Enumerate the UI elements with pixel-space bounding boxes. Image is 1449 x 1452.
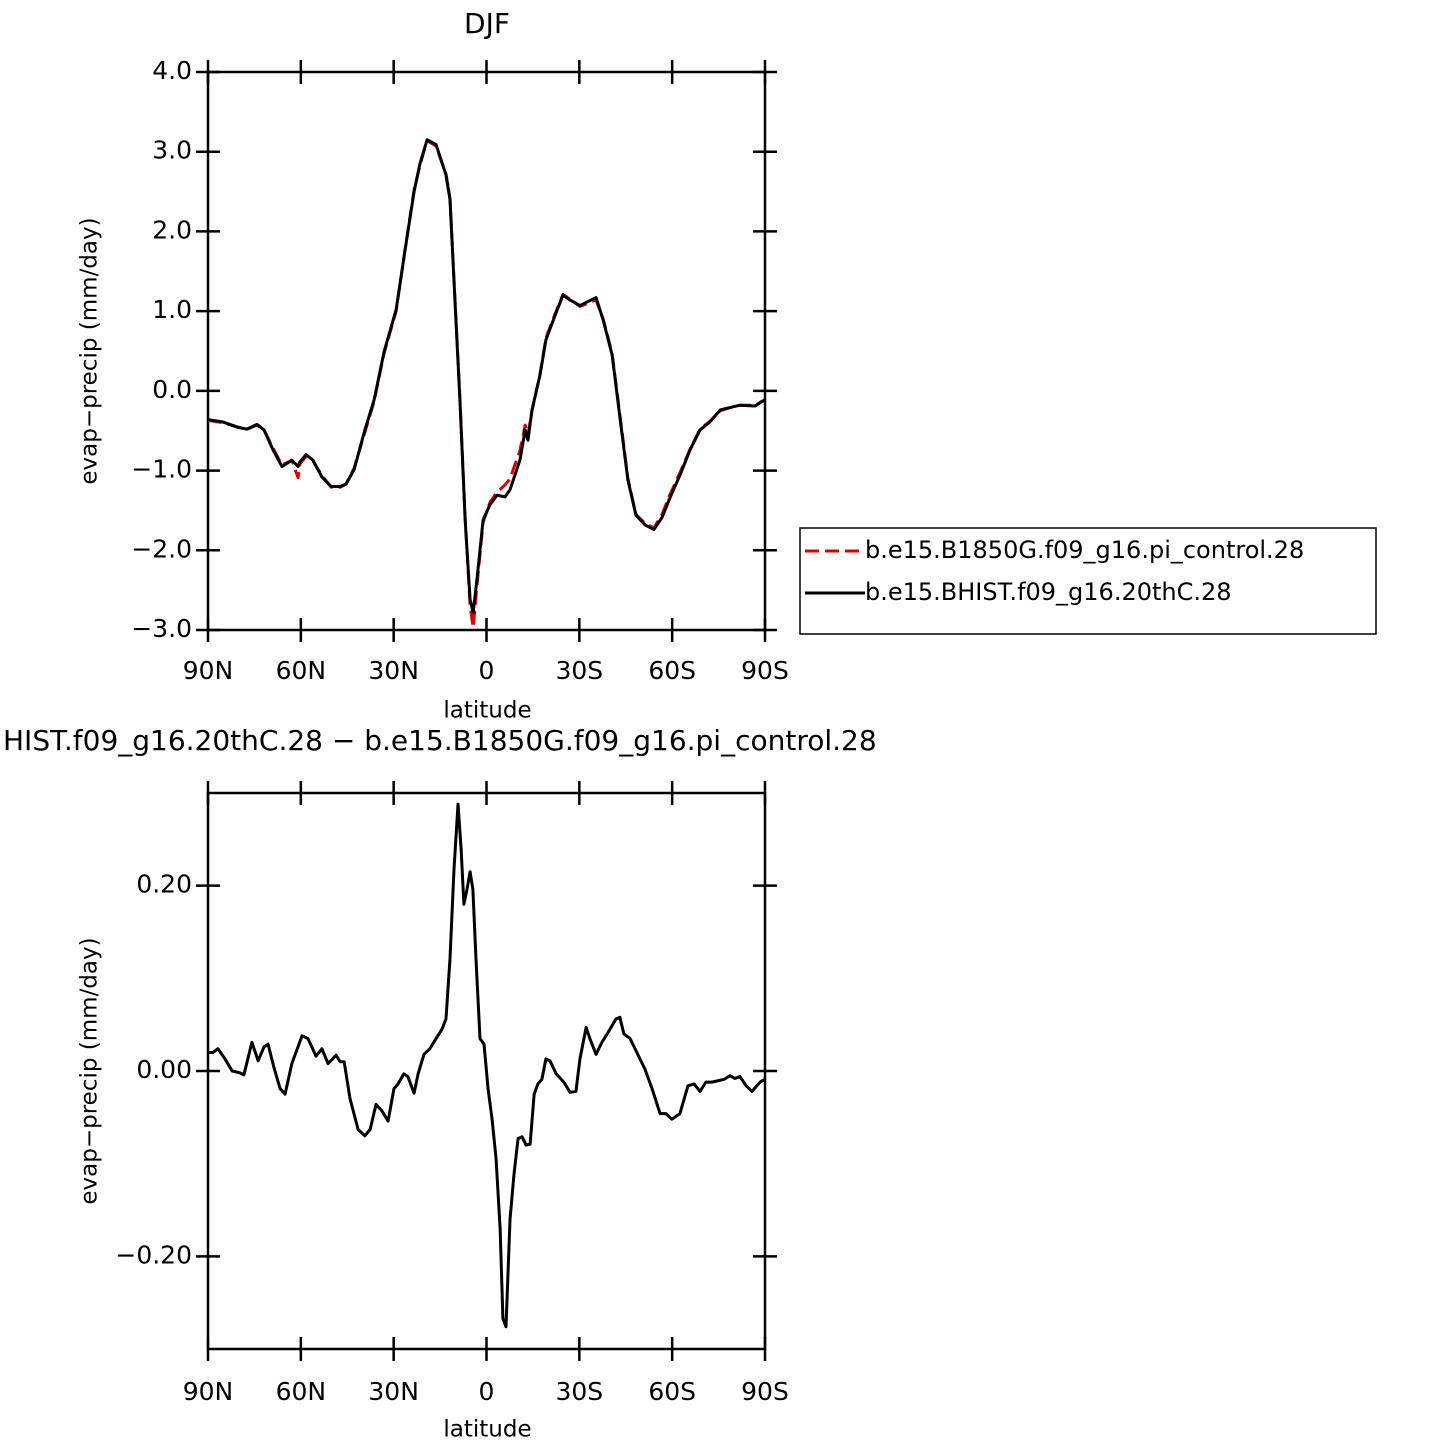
legend-box	[799, 527, 1377, 635]
data-line	[207, 138, 766, 614]
y-axis-label: evap−precip (mm/day)	[77, 937, 103, 1204]
y-tick-label: 0.00	[136, 1055, 192, 1084]
chart-title: HIST.f09_g16.20thC.28 − b.e15.B1850G.f09…	[3, 724, 877, 757]
y-tick-label: −1.0	[131, 455, 192, 484]
x-tick-label: 30N	[368, 1377, 419, 1406]
y-tick-label: −3.0	[131, 614, 192, 643]
y-tick-label: 1.0	[152, 295, 192, 324]
plot-frame	[206, 791, 767, 1351]
x-tick-label: 30S	[555, 1377, 603, 1406]
x-tick-label: 60N	[276, 1377, 327, 1406]
x-tick-label: 60S	[648, 1377, 696, 1406]
y-tick-label: 0.0	[152, 375, 192, 404]
x-tick-label: 90S	[741, 656, 789, 685]
x-tick-label: 0	[479, 656, 495, 685]
chart-title: DJF	[464, 7, 510, 40]
data-line	[207, 139, 766, 630]
y-axis-label: evap−precip (mm/day)	[77, 217, 103, 484]
legend-label: b.e15.B1850G.f09_g16.pi_control.28	[865, 536, 1304, 564]
x-tick-label: 60N	[276, 656, 327, 685]
x-tick-label: 90S	[741, 1377, 789, 1406]
plot-frame	[206, 70, 767, 632]
x-tick-label: 60S	[648, 656, 696, 685]
x-tick-label: 90N	[183, 656, 234, 685]
x-tick-label: 90N	[183, 1377, 234, 1406]
x-tick-label: 30N	[368, 656, 419, 685]
y-tick-label: −2.0	[131, 534, 192, 563]
x-tick-label: 30S	[555, 656, 603, 685]
data-line	[208, 802, 766, 1329]
x-axis-label: latitude	[443, 698, 531, 724]
y-tick-label: 3.0	[152, 136, 192, 165]
x-axis-label: latitude	[443, 1417, 531, 1443]
legend-label: b.e15.BHIST.f09_g16.20thC.28	[865, 578, 1232, 606]
y-tick-label: 0.20	[136, 870, 192, 899]
x-tick-label: 0	[479, 1377, 495, 1406]
y-tick-label: −0.20	[115, 1240, 192, 1269]
y-tick-label: 4.0	[152, 56, 192, 85]
y-tick-label: 2.0	[152, 215, 192, 244]
